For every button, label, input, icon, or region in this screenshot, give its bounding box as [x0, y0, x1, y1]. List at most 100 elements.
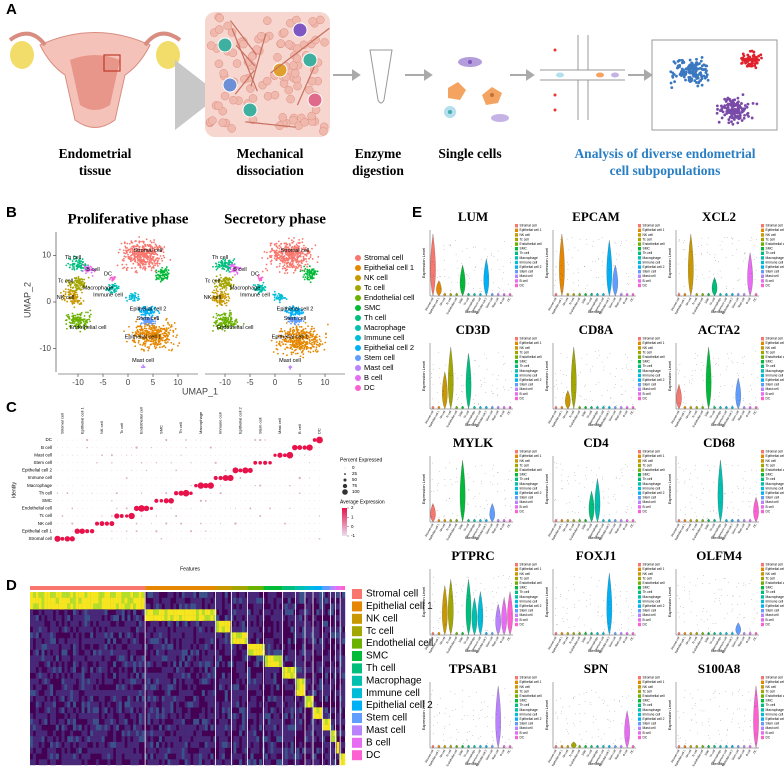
heatmap-cell — [61, 649, 65, 656]
dot — [126, 462, 127, 464]
umap-point — [302, 257, 305, 260]
heatmap-cell — [44, 592, 48, 598]
umap-point — [303, 273, 306, 276]
heatmap-cell — [81, 695, 85, 702]
dot — [279, 530, 281, 532]
umap-point — [157, 274, 160, 277]
heatmap-cell — [64, 724, 68, 731]
umap-point — [308, 270, 311, 273]
heatmap-cell — [44, 690, 48, 696]
cluster-label: Immune cell — [93, 292, 123, 298]
umap-point — [82, 320, 85, 323]
cluster-dot — [736, 121, 740, 125]
dot — [180, 530, 182, 532]
dot — [151, 538, 152, 540]
heatmap-cell — [81, 597, 85, 604]
heatmap-cell — [72, 672, 77, 679]
dot — [225, 462, 226, 464]
dot — [304, 530, 305, 532]
heatmap-cell — [75, 597, 79, 604]
heatmap-cell — [61, 592, 65, 598]
umap-point — [284, 267, 287, 270]
heatmap-cell — [67, 678, 71, 685]
dot — [131, 469, 133, 471]
dot — [210, 515, 212, 517]
dot — [289, 477, 291, 479]
umap-point — [264, 267, 267, 270]
umap-point — [160, 330, 163, 333]
dot — [274, 462, 276, 464]
umap-point — [141, 261, 143, 263]
umap-point — [292, 260, 294, 263]
dot — [294, 515, 296, 517]
dot — [304, 492, 305, 494]
heatmap-cell — [90, 603, 94, 610]
heatmap-cell — [78, 741, 82, 748]
umap-point — [286, 354, 288, 357]
dot — [126, 447, 127, 448]
heatmap-cell — [70, 695, 74, 702]
heatmap-cell — [52, 632, 56, 639]
umap-point — [270, 242, 273, 245]
legend-label: Th cell — [364, 313, 386, 322]
umap-point — [167, 269, 170, 272]
umap-point — [299, 348, 302, 351]
dot — [299, 454, 301, 456]
dot — [254, 439, 257, 441]
heatmap-cell — [41, 632, 45, 639]
heatmap-cell — [72, 615, 77, 622]
legend-label: Endothelial cell — [364, 293, 415, 302]
umap-point — [151, 252, 153, 255]
umap-point — [165, 330, 168, 333]
umap-point — [282, 343, 285, 346]
dot — [259, 454, 261, 456]
dot — [294, 470, 296, 471]
heatmap-cell — [72, 620, 77, 627]
cluster-bar — [330, 586, 336, 590]
heatmap-cell — [44, 718, 48, 725]
umap-point — [156, 257, 159, 259]
dot — [91, 515, 93, 517]
umap-point — [224, 294, 227, 297]
cluster-dot — [698, 66, 702, 70]
dot — [145, 469, 148, 472]
heatmap-cell — [47, 632, 51, 639]
panel-letter: C — [6, 399, 17, 416]
column-group-label: DC — [317, 428, 322, 434]
legend-label: Epithelial cell 2 — [364, 343, 414, 352]
dot — [215, 454, 216, 456]
umap-point — [122, 267, 124, 270]
dot — [151, 477, 152, 479]
dot — [225, 523, 226, 524]
cluster-dot — [746, 53, 750, 57]
umap-point — [224, 314, 226, 317]
heatmap-cell — [61, 684, 65, 691]
umap-point — [225, 261, 228, 264]
dot — [294, 492, 296, 494]
umap-point — [305, 348, 308, 350]
color-tick-label: -1 — [351, 533, 355, 538]
heatmap-cell — [64, 626, 68, 633]
umap-point — [152, 342, 155, 345]
heatmap-cell — [32, 741, 36, 748]
legend-title: Percent Expressed — [340, 457, 382, 463]
umap-point — [79, 267, 82, 269]
heatmap-cell — [93, 592, 97, 598]
dot — [314, 470, 315, 471]
dot — [227, 474, 234, 482]
umap-point — [289, 243, 291, 246]
umap-point — [123, 241, 126, 244]
dot — [225, 492, 226, 494]
heatmap-cell — [47, 695, 51, 702]
umap-point — [76, 266, 79, 269]
dot — [235, 515, 236, 517]
umap-point — [289, 266, 291, 269]
dot — [200, 454, 202, 456]
umap-point — [302, 353, 305, 356]
heatmap-cell — [67, 741, 71, 748]
heatmap-cell — [41, 620, 45, 627]
dot — [304, 477, 305, 479]
umap-point — [154, 322, 157, 325]
heatmap-cell — [67, 701, 71, 708]
row-label: Macrophage — [27, 483, 53, 488]
